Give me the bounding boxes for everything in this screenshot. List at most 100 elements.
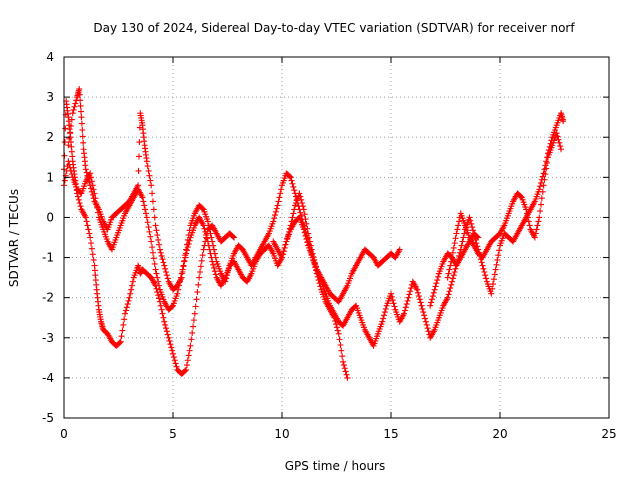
data-point bbox=[341, 365, 348, 372]
data-point bbox=[418, 302, 425, 309]
data-point bbox=[453, 262, 460, 269]
data-point bbox=[151, 260, 158, 267]
data-point bbox=[182, 367, 189, 374]
data-point bbox=[87, 170, 94, 177]
data-point bbox=[190, 317, 197, 324]
data-point bbox=[230, 233, 237, 240]
data-point bbox=[152, 266, 159, 273]
data-point bbox=[155, 292, 162, 299]
data-point bbox=[303, 220, 310, 227]
data-point bbox=[90, 256, 97, 263]
data-point bbox=[543, 165, 550, 172]
data-point bbox=[186, 347, 193, 354]
data-point bbox=[279, 254, 285, 261]
data-point bbox=[205, 222, 212, 229]
data-point bbox=[560, 118, 567, 125]
data-point bbox=[207, 250, 214, 257]
data-point bbox=[143, 158, 150, 165]
data-point bbox=[489, 285, 496, 292]
data-point bbox=[537, 201, 544, 208]
data-point bbox=[118, 333, 125, 340]
y-tick-label: -5 bbox=[42, 411, 54, 425]
data-point bbox=[422, 318, 429, 325]
data-point bbox=[444, 294, 451, 301]
data-point bbox=[274, 202, 281, 209]
data-point bbox=[467, 217, 474, 224]
data-point bbox=[183, 366, 190, 373]
data-point bbox=[446, 288, 453, 295]
data-point bbox=[186, 237, 193, 244]
data-point bbox=[542, 171, 549, 178]
data-point bbox=[176, 278, 183, 285]
data-point bbox=[492, 266, 499, 273]
data-point bbox=[420, 309, 427, 316]
data-point bbox=[149, 198, 156, 205]
data-point bbox=[175, 286, 182, 293]
data-point bbox=[166, 337, 173, 344]
data-point bbox=[80, 139, 87, 146]
data-point bbox=[406, 291, 413, 298]
data-point bbox=[150, 255, 157, 262]
data-point bbox=[276, 194, 283, 201]
data-point bbox=[459, 238, 466, 245]
data-point bbox=[190, 323, 197, 330]
data-point bbox=[151, 214, 158, 221]
data-point bbox=[152, 222, 159, 229]
data-point bbox=[444, 274, 451, 281]
series-track-3 bbox=[61, 158, 403, 313]
data-point bbox=[288, 218, 295, 225]
data-point bbox=[153, 270, 160, 277]
data-point bbox=[172, 360, 179, 367]
data-point bbox=[523, 206, 530, 213]
data-point bbox=[163, 325, 170, 332]
data-point bbox=[68, 171, 75, 178]
y-tick-label: 1 bbox=[46, 170, 54, 184]
data-point bbox=[445, 270, 452, 277]
data-point bbox=[416, 296, 423, 303]
data-point bbox=[157, 249, 164, 256]
data-point bbox=[211, 268, 218, 275]
data-point bbox=[197, 263, 204, 270]
data-point bbox=[87, 234, 94, 241]
data-point bbox=[93, 200, 100, 207]
data-point bbox=[287, 222, 294, 229]
data-point bbox=[526, 222, 533, 229]
data-point bbox=[424, 325, 431, 332]
data-point bbox=[170, 354, 177, 361]
data-point bbox=[182, 254, 189, 261]
data-point bbox=[281, 244, 288, 251]
data-point bbox=[153, 227, 160, 234]
y-axis-label: SDTVAR / TECUs bbox=[7, 189, 21, 287]
data-point bbox=[125, 297, 132, 304]
data-point bbox=[67, 167, 74, 174]
data-point bbox=[284, 235, 291, 242]
data-point bbox=[340, 358, 347, 365]
data-point bbox=[179, 266, 186, 273]
data-point bbox=[334, 327, 341, 334]
data-point bbox=[183, 247, 190, 254]
data-point bbox=[184, 244, 191, 251]
data-point bbox=[158, 252, 165, 259]
data-point bbox=[146, 228, 153, 235]
data-point bbox=[285, 232, 292, 239]
data-point bbox=[304, 225, 311, 232]
data-point bbox=[308, 246, 315, 253]
data-point bbox=[136, 139, 143, 146]
data-point bbox=[199, 252, 206, 259]
data-point bbox=[435, 273, 442, 280]
data-point bbox=[541, 176, 548, 183]
data-point bbox=[200, 246, 207, 253]
data-point bbox=[210, 264, 217, 271]
data-point bbox=[160, 259, 167, 266]
data-point bbox=[92, 195, 99, 202]
data-point bbox=[144, 163, 151, 170]
data-point bbox=[297, 209, 304, 216]
data-point bbox=[380, 315, 387, 322]
data-point bbox=[148, 182, 155, 189]
data-point bbox=[448, 281, 455, 288]
data-point bbox=[119, 327, 126, 334]
data-point bbox=[162, 321, 169, 328]
data-point bbox=[67, 122, 74, 129]
data-point bbox=[450, 272, 457, 279]
data-point bbox=[195, 281, 202, 288]
